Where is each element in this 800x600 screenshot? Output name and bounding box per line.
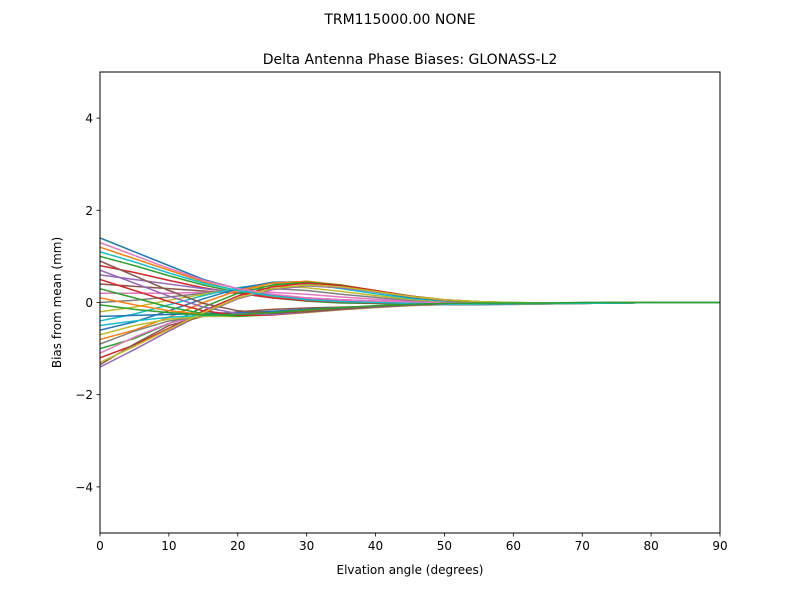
x-tick-label: 10 (161, 539, 176, 553)
x-tick-label: 30 (299, 539, 314, 553)
x-tick-label: 0 (96, 539, 104, 553)
y-tick-label: 2 (85, 204, 93, 218)
y-tick-label: −4 (75, 480, 93, 494)
x-tick-label: 40 (368, 539, 383, 553)
x-axis: 0 10 20 30 40 50 60 70 80 90 (96, 533, 728, 553)
x-tick-label: 80 (643, 539, 658, 553)
y-tick-label: −2 (75, 388, 93, 402)
x-tick-label: 60 (506, 539, 521, 553)
x-tick-label: 20 (230, 539, 245, 553)
x-tick-label: 70 (575, 539, 590, 553)
x-tick-label: 90 (712, 539, 727, 553)
y-axis-label: Bias from mean (mm) (50, 237, 64, 368)
series-line-17 (100, 301, 720, 354)
x-axis-label: Elvation angle (degrees) (337, 563, 484, 577)
series-group (100, 237, 720, 368)
x-tick-label: 50 (437, 539, 452, 553)
y-axis: −4 −2 0 2 4 (75, 112, 100, 494)
chart-suptitle: TRM115000.00 NONE (323, 12, 475, 28)
y-tick-label: 0 (85, 296, 93, 310)
chart-title: Delta Antenna Phase Biases: GLONASS-L2 (263, 52, 558, 68)
y-tick-label: 4 (85, 112, 93, 126)
series-line-30 (100, 301, 720, 316)
